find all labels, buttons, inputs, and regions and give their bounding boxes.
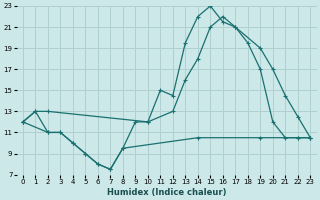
X-axis label: Humidex (Indice chaleur): Humidex (Indice chaleur) bbox=[107, 188, 226, 197]
